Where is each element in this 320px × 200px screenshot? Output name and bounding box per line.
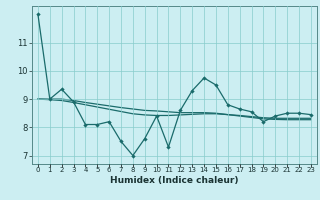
X-axis label: Humidex (Indice chaleur): Humidex (Indice chaleur) [110,176,239,185]
